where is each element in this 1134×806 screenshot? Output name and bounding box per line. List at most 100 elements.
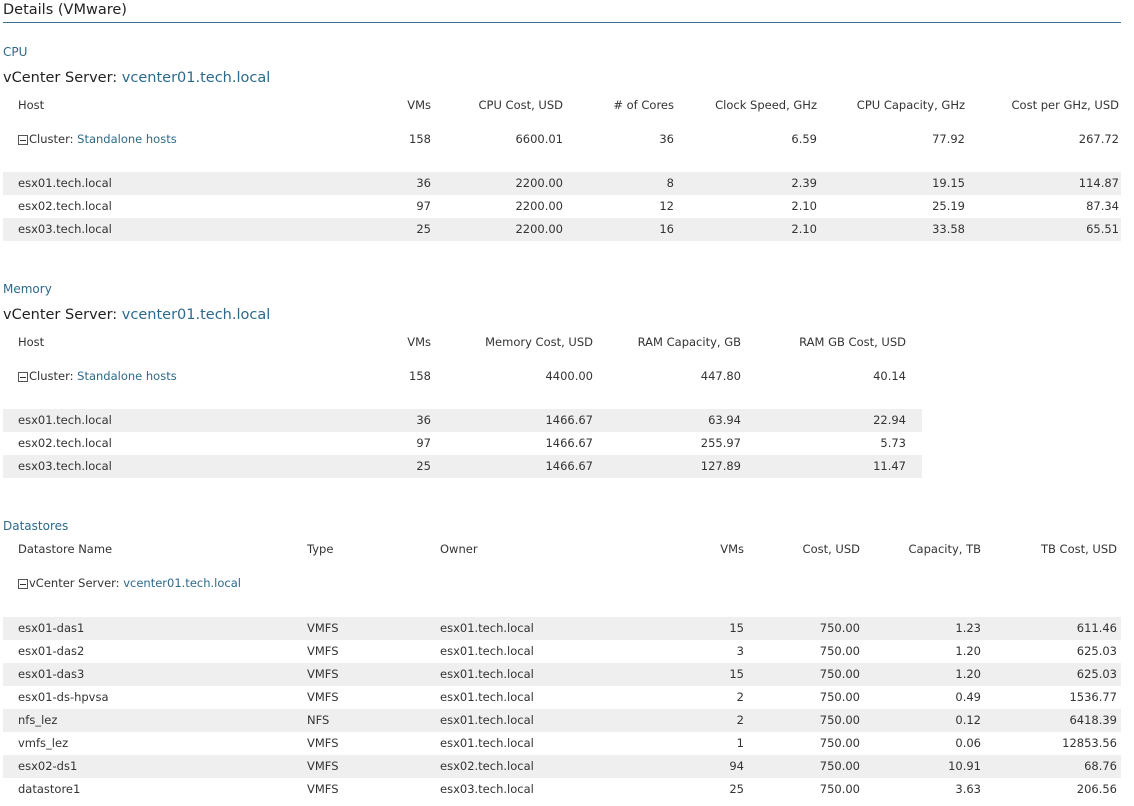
table-row[interactable]: esx03.tech.local 25 1466.67 127.89 11.47: [3, 455, 922, 478]
datastores-group-name[interactable]: vcenter01.tech.local: [123, 576, 241, 590]
tb-cost-value: 68.76: [1084, 759, 1117, 773]
datastore-name: esx01-das1: [18, 621, 85, 635]
cost-value: 750.00: [819, 644, 860, 658]
table-row[interactable]: nfs_lez NFS esx01.tech.local 2 750.00 0.…: [3, 709, 1121, 732]
memory-col-vms[interactable]: VMs: [407, 335, 431, 349]
datastores-section-label: Datastores: [3, 519, 69, 533]
cpu-col-vms[interactable]: VMs: [407, 98, 431, 112]
table-row[interactable]: esx01-ds-hpvsa VMFS esx01.tech.local 2 7…: [3, 686, 1121, 709]
capacity-value: 3.63: [955, 782, 981, 796]
table-row[interactable]: esx01.tech.local 36 1466.67 63.94 22.94: [3, 409, 922, 432]
cpu-section-label: CPU: [3, 45, 28, 59]
cpu-col-cost-per[interactable]: Cost per GHz, USD: [1011, 98, 1119, 112]
capacity-value: 19.15: [932, 176, 965, 190]
vms-value: 25: [729, 782, 744, 796]
datastore-name: esx01-das2: [18, 644, 85, 658]
datastore-type: VMFS: [307, 759, 339, 773]
datastore-name: vmfs_lez: [18, 736, 69, 750]
table-row[interactable]: esx02.tech.local 97 1466.67 255.97 5.73: [3, 432, 922, 455]
tb-cost-value: 625.03: [1076, 644, 1117, 658]
ds-col-cost[interactable]: Cost, USD: [802, 542, 860, 556]
capacity-value: 63.94: [708, 413, 741, 427]
memory-cluster-name[interactable]: Standalone hosts: [77, 369, 177, 383]
cpu-server-name[interactable]: vcenter01.tech.local: [121, 70, 271, 86]
ds-col-name[interactable]: Datastore Name: [18, 542, 113, 556]
memory-col-host[interactable]: Host: [18, 335, 45, 349]
datastore-owner: esx01.tech.local: [440, 621, 534, 635]
datastore-owner: esx01.tech.local: [440, 667, 534, 681]
datastore-type: VMFS: [307, 644, 339, 658]
capacity-value: 0.49: [955, 690, 981, 704]
vms-value: 25: [416, 459, 431, 473]
datastore-owner: esx03.tech.local: [440, 782, 534, 796]
cost-value: 750.00: [819, 690, 860, 704]
table-row[interactable]: datastore1 VMFS esx03.tech.local 25 750.…: [3, 778, 1121, 801]
datastore-owner: esx01.tech.local: [440, 736, 534, 750]
cost-value: 750.00: [819, 782, 860, 796]
vms-value: 25: [416, 222, 431, 236]
ds-col-tb-cost[interactable]: TB Cost, USD: [1040, 542, 1117, 556]
gb-cost-value: 22.94: [873, 413, 906, 427]
table-row[interactable]: esx02.tech.local 97 2200.00 12 2.10 25.1…: [3, 195, 1121, 218]
ds-col-capacity[interactable]: Capacity, TB: [908, 542, 981, 556]
memory-cluster-label: Cluster: Standalone hosts: [18, 365, 177, 388]
cpu-cluster-name[interactable]: Standalone hosts: [77, 132, 177, 146]
cpu-col-clock[interactable]: Clock Speed, GHz: [715, 98, 817, 112]
cpu-col-host[interactable]: Host: [18, 98, 45, 112]
table-row[interactable]: esx01.tech.local 36 2200.00 8 2.39 19.15…: [3, 172, 1121, 195]
capacity-value: 1.23: [955, 621, 981, 635]
host-name: esx03.tech.local: [18, 459, 112, 473]
cost-per-value: 114.87: [1078, 176, 1119, 190]
cpu-col-cost[interactable]: CPU Cost, USD: [478, 98, 564, 112]
memory-section-label: Memory: [3, 282, 52, 296]
ds-col-type[interactable]: Type: [307, 542, 334, 556]
ds-col-owner[interactable]: Owner: [440, 542, 478, 556]
clock-value: 2.10: [791, 199, 817, 213]
collapse-icon[interactable]: [18, 372, 28, 382]
datastore-type: VMFS: [307, 621, 339, 635]
memory-col-capacity[interactable]: RAM Capacity, GB: [637, 335, 741, 349]
ds-col-vms[interactable]: VMs: [720, 542, 744, 556]
capacity-value: 33.58: [932, 222, 965, 236]
cost-value: 1466.67: [545, 413, 593, 427]
table-row[interactable]: esx01-das2 VMFS esx01.tech.local 3 750.0…: [3, 640, 1121, 663]
cost-per-value: 65.51: [1086, 222, 1119, 236]
cost-value: 1466.67: [545, 436, 593, 450]
table-row[interactable]: vmfs_lez VMFS esx01.tech.local 1 750.00 …: [3, 732, 1121, 755]
table-row[interactable]: esx02-ds1 VMFS esx02.tech.local 94 750.0…: [3, 755, 1121, 778]
cpu-cluster-cores: 36: [659, 132, 674, 146]
page-title: Details (VMware): [3, 2, 1121, 23]
memory-col-cost[interactable]: Memory Cost, USD: [485, 335, 593, 349]
host-name: esx01.tech.local: [18, 176, 112, 190]
vms-value: 97: [416, 199, 431, 213]
datastore-owner: esx01.tech.local: [440, 713, 534, 727]
collapse-icon[interactable]: [18, 135, 28, 145]
datastores-table-header: Datastore Name Type Owner VMs Cost, USD …: [3, 538, 1121, 561]
table-row[interactable]: esx01-das3 VMFS esx01.tech.local 15 750.…: [3, 663, 1121, 686]
memory-cluster-gb-cost: 40.14: [873, 369, 906, 383]
capacity-value: 255.97: [700, 436, 741, 450]
cost-value: 750.00: [819, 759, 860, 773]
vms-value: 1: [736, 736, 744, 750]
collapse-icon[interactable]: [18, 579, 28, 589]
vms-value: 36: [416, 413, 431, 427]
datastore-owner: esx01.tech.local: [440, 644, 534, 658]
table-row[interactable]: esx01-das1 VMFS esx01.tech.local 15 750.…: [3, 617, 1121, 640]
memory-cluster-row: Cluster: Standalone hosts 158 4400.00 44…: [3, 365, 922, 388]
datastore-name: datastore1: [18, 782, 81, 796]
cpu-col-capacity[interactable]: CPU Capacity, GHz: [856, 98, 965, 112]
vms-value: 94: [729, 759, 744, 773]
memory-col-gb-cost[interactable]: RAM GB Cost, USD: [799, 335, 906, 349]
cpu-col-cores[interactable]: # of Cores: [613, 98, 674, 112]
memory-cluster-capacity: 447.80: [700, 369, 741, 383]
datastore-type: VMFS: [307, 690, 339, 704]
clock-value: 2.39: [791, 176, 817, 190]
cores-value: 12: [659, 199, 674, 213]
memory-table-header: Host VMs Memory Cost, USD RAM Capacity, …: [3, 331, 922, 354]
memory-server-name[interactable]: vcenter01.tech.local: [121, 307, 271, 323]
cost-value: 2200.00: [515, 222, 563, 236]
capacity-value: 127.89: [700, 459, 741, 473]
cpu-cluster-row: Cluster: Standalone hosts 158 6600.01 36…: [3, 128, 1121, 151]
table-row[interactable]: esx03.tech.local 25 2200.00 16 2.10 33.5…: [3, 218, 1121, 241]
datastore-name: nfs_lez: [18, 713, 58, 727]
